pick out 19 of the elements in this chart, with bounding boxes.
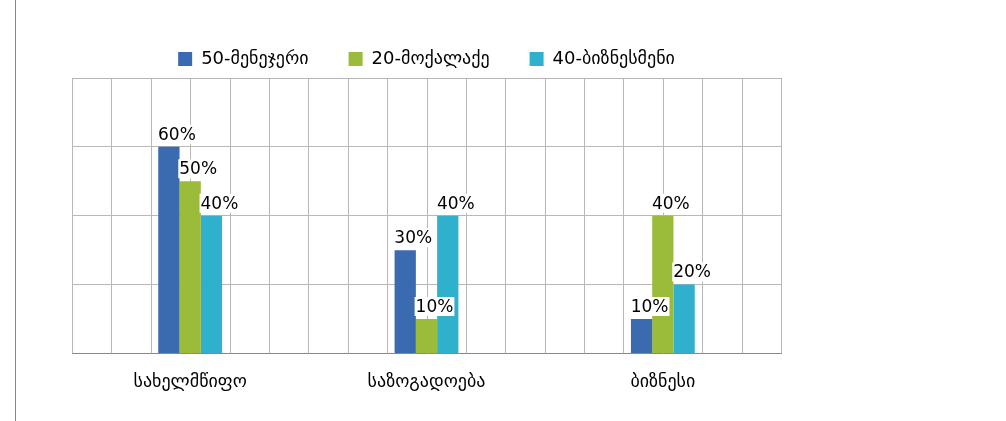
x-tick-label: ბიზნესი: [630, 369, 696, 391]
bar: [158, 146, 180, 353]
data-label: 50%: [179, 158, 218, 179]
data-label: 40%: [436, 192, 475, 213]
data-label: 40%: [651, 192, 690, 213]
bar: [630, 318, 653, 353]
data-label: 30%: [394, 227, 433, 248]
legend-label: 20-მოქალაქე: [371, 46, 490, 68]
legend-label: 50-მენეჯერი: [201, 46, 309, 68]
data-label: 60%: [158, 123, 196, 144]
legend-label: 40-ბიზნესმენი: [552, 46, 675, 68]
bar: [394, 250, 416, 353]
x-tick-label: სახელმწიფო: [133, 369, 247, 391]
data-label: 10%: [415, 295, 454, 316]
data-label: 20%: [673, 261, 711, 282]
bar: [415, 318, 438, 353]
data-label: 10%: [630, 295, 669, 316]
data-label: 40%: [200, 192, 239, 213]
x-tick-label: საზოგადოება: [367, 369, 486, 391]
